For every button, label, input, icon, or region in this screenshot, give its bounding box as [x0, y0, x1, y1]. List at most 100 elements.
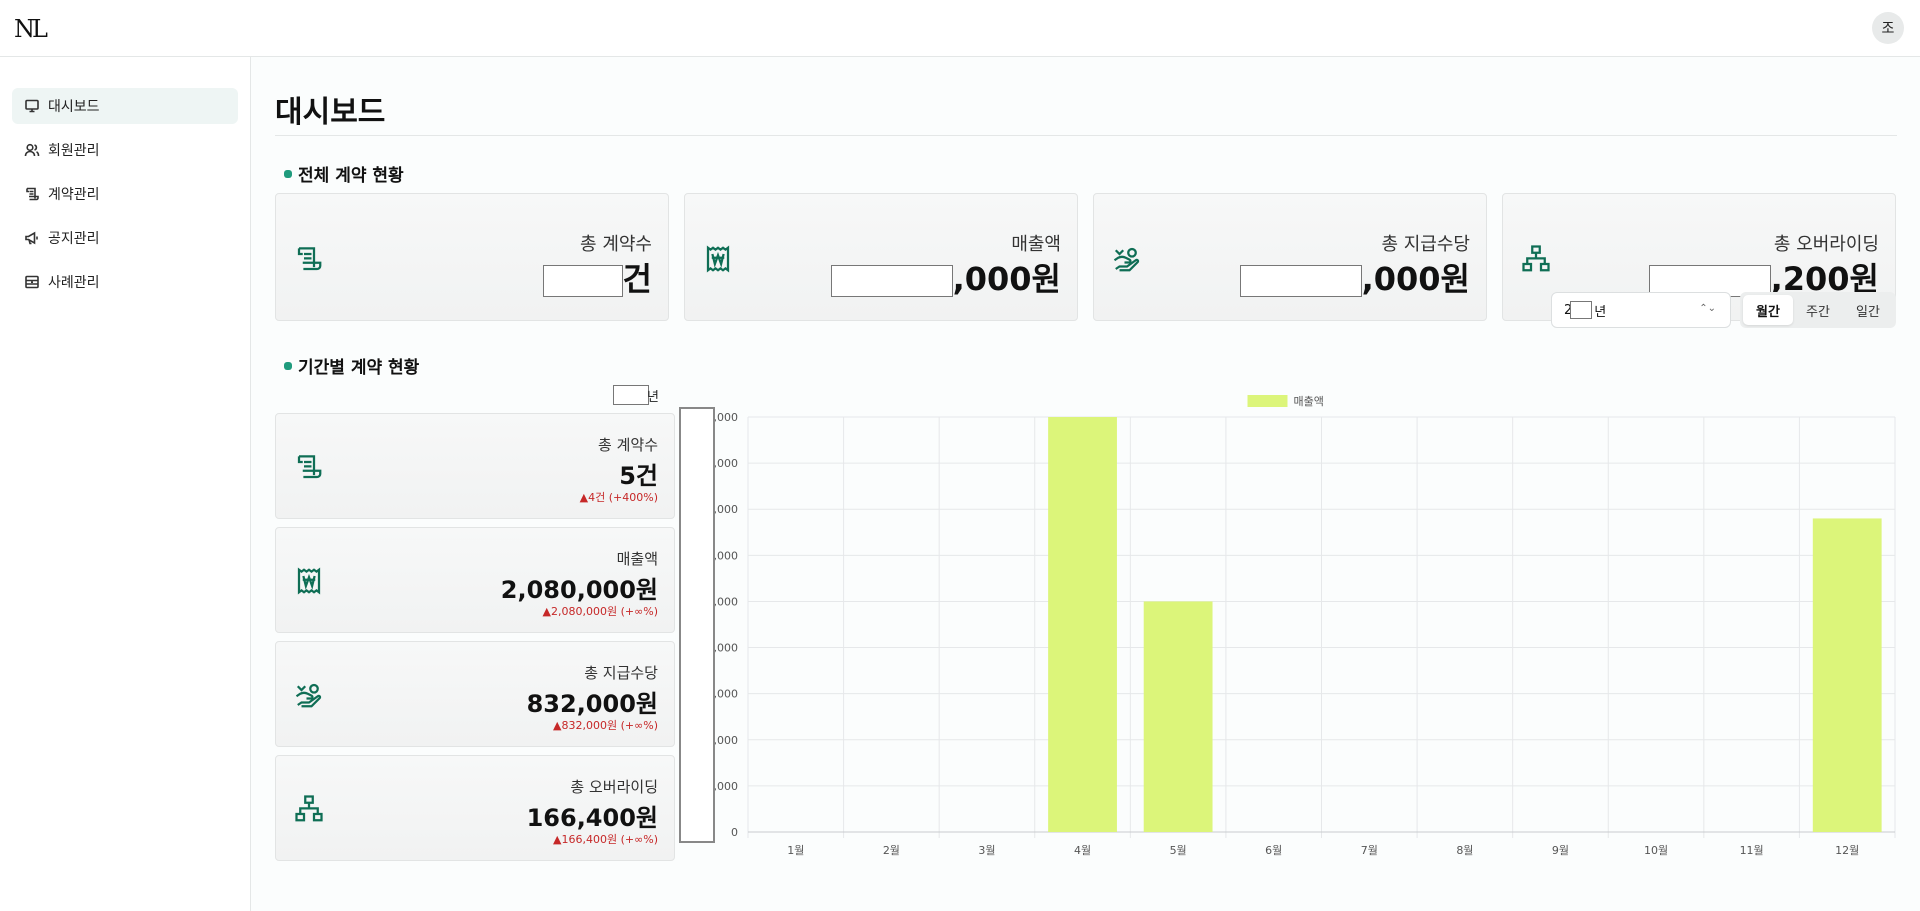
y-tick-label: 0	[731, 826, 738, 839]
section-bullet-icon	[284, 169, 292, 178]
card-value-suffix: ,200원	[1770, 260, 1879, 298]
receipt-won-icon	[297, 567, 321, 595]
megaphone-icon	[25, 231, 38, 245]
chevron-updown-icon: ⌃⌄	[1699, 303, 1716, 314]
period-card-overriding: 총 오버라이딩 166,400원 ▲166,400원 (+∞%)	[275, 755, 675, 861]
y-tick-label: ,000	[714, 642, 739, 655]
redacted-value	[1570, 301, 1593, 319]
card-label: 총 지급수당	[584, 664, 658, 682]
y-tick-label: ,000	[714, 734, 739, 747]
x-tick-label: 4월	[1074, 844, 1091, 857]
tab-weekly[interactable]: 주간	[1806, 304, 1830, 320]
sidebar: 대시보드 회원관리 계약관리 공지관리 사례관리	[0, 57, 251, 911]
top-bar: NL 조	[0, 0, 1920, 57]
monitor-icon	[25, 99, 39, 113]
card-label: 총 계약수	[598, 436, 658, 454]
x-tick-label: 12월	[1835, 844, 1859, 857]
hierarchy-icon	[295, 795, 323, 822]
x-tick-label: 2월	[883, 844, 900, 857]
hand-coin-icon	[1113, 247, 1140, 272]
x-tick-label: 5월	[1170, 844, 1187, 857]
avatar[interactable]: 조	[1872, 12, 1904, 44]
period-card-commission: 총 지급수당 832,000원 ▲832,000원 (+∞%)	[275, 641, 675, 747]
card-value: 건	[542, 254, 652, 300]
users-icon	[24, 143, 40, 157]
bar-5	[1143, 601, 1213, 832]
tab-monthly[interactable]: 월간	[1743, 295, 1793, 325]
y-tick-label: ,000	[714, 503, 739, 516]
app-logo[interactable]: NL	[14, 15, 48, 43]
overview-card-revenue: 매출액 ,000원	[684, 193, 1078, 321]
sidebar-item-label: 사례관리	[48, 275, 100, 291]
x-tick-label: 11월	[1740, 844, 1764, 857]
x-tick-label: 7월	[1361, 844, 1378, 857]
sidebar-item-dashboard[interactable]: 대시보드	[12, 88, 238, 124]
x-tick-label: 3월	[978, 844, 995, 857]
x-tick-label: 9월	[1552, 844, 1569, 857]
card-value-suffix: ,000원	[1361, 260, 1470, 298]
card-value: 2,080,000원	[500, 576, 658, 604]
year-select[interactable]: 2 년 ⌃⌄	[1551, 292, 1731, 328]
redacted-value	[1239, 265, 1362, 297]
revenue-bar-chart: ,000 ,000 ,000 ,000 ,000 ,000 ,000 ,000 ,000 0 1월 2…	[714, 395, 1896, 857]
y-tick-label: ,000	[714, 457, 739, 470]
overview-card-commission: 총 지급수당 ,000원	[1093, 193, 1487, 321]
page-title: 대시보드	[275, 95, 386, 130]
x-tick-label: 1월	[787, 844, 804, 857]
period-section-title: 기간별 계약 현황	[284, 353, 419, 378]
card-delta: ▲832,000원 (+∞%)	[553, 719, 658, 732]
period-tabs: 월간 주간 일간	[1740, 292, 1896, 328]
period-card-revenue: 매출액 2,080,000원 ▲2,080,000원 (+∞%)	[275, 527, 675, 633]
scroll-icon	[26, 187, 39, 201]
y-tick-label: ,000	[714, 688, 739, 701]
card-value-suffix: ,000원	[952, 260, 1061, 298]
card-label: 매출액	[1011, 234, 1061, 255]
x-tick-label: 6월	[1265, 844, 1282, 857]
sidebar-item-members[interactable]: 회원관리	[12, 132, 238, 168]
title-divider	[275, 135, 1897, 136]
sidebar-item-label: 회원관리	[48, 143, 100, 159]
card-value: ,200원	[1648, 254, 1879, 300]
year-select-suffix: 년	[1594, 304, 1607, 320]
y-tick-label: ,000	[714, 780, 739, 793]
y-tick-label: ,000	[714, 595, 739, 608]
redacted-value	[830, 265, 953, 297]
scroll-icon	[297, 455, 322, 479]
card-delta: ▲4건 (+400%)	[579, 491, 658, 504]
section-title-text: 기간별 계약 현황	[298, 358, 420, 378]
year-select-prefix: 2	[1564, 302, 1573, 318]
card-label: 총 지급수당	[1381, 234, 1470, 255]
tab-daily[interactable]: 일간	[1856, 304, 1880, 320]
bar-12	[1812, 518, 1882, 832]
x-tick-label: 10월	[1644, 844, 1668, 857]
section-bullet-icon	[284, 361, 292, 370]
sidebar-item-cases[interactable]: 사례관리	[12, 264, 238, 300]
legend-label: 매출액	[1294, 395, 1324, 408]
archive-icon	[25, 275, 39, 289]
legend-swatch	[1247, 395, 1288, 407]
sidebar-item-contracts[interactable]: 계약관리	[12, 176, 238, 212]
redacted-value	[542, 265, 623, 297]
sidebar-item-label: 공지관리	[48, 231, 100, 247]
redacted-value	[1648, 265, 1771, 297]
card-label: 총 오버라이딩	[1773, 234, 1879, 255]
scroll-icon	[297, 247, 322, 271]
x-tick-label: 8월	[1456, 844, 1473, 857]
period-card-contracts: 총 계약수 5건 ▲4건 (+400%)	[275, 413, 675, 519]
bar-4	[1048, 417, 1117, 832]
card-label: 총 계약수	[580, 234, 652, 255]
card-delta: ▲2,080,000원 (+∞%)	[542, 605, 658, 618]
y-tick-label: ,000	[714, 549, 739, 562]
card-label: 총 오버라이딩	[570, 778, 658, 796]
card-delta: ▲166,400원 (+∞%)	[553, 833, 658, 846]
redacted-value	[613, 385, 649, 405]
receipt-won-icon	[706, 245, 730, 273]
sidebar-item-label: 대시보드	[48, 99, 100, 115]
card-value: ,000원	[830, 254, 1061, 300]
hierarchy-icon	[1522, 245, 1550, 272]
card-value: ,000원	[1239, 254, 1470, 300]
overview-card-contracts: 총 계약수 건	[275, 193, 669, 321]
sidebar-item-notices[interactable]: 공지관리	[12, 220, 238, 256]
redacted-y-axis	[679, 407, 715, 843]
y-tick-label: ,000	[714, 411, 739, 424]
